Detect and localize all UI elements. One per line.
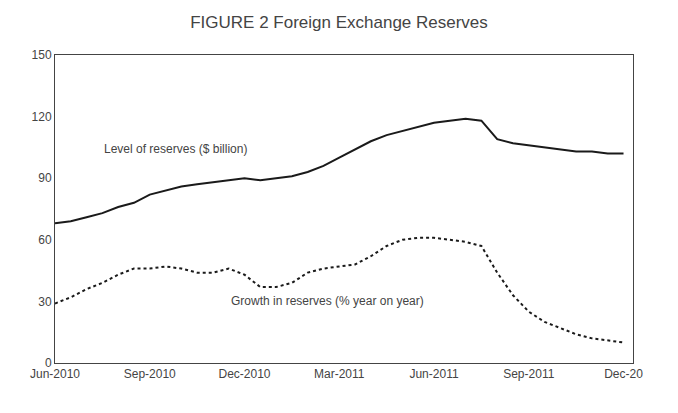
svg-text:Level of reserves ($ billion): Level of reserves ($ billion) xyxy=(104,142,247,156)
svg-text:Jun-2010: Jun-2010 xyxy=(30,367,80,381)
svg-text:Jun-2011: Jun-2011 xyxy=(409,367,458,381)
svg-text:150: 150 xyxy=(32,48,52,62)
svg-text:60: 60 xyxy=(38,233,52,247)
svg-text:Dec-20: Dec-20 xyxy=(604,367,643,381)
svg-text:90: 90 xyxy=(38,171,52,185)
svg-text:Mar-2011: Mar-2011 xyxy=(314,367,365,381)
svg-text:Sep-2010: Sep-2010 xyxy=(124,367,176,381)
svg-text:FIGURE 2 Foreign Exchange Rese: FIGURE 2 Foreign Exchange Reserves xyxy=(190,13,488,32)
svg-text:Sep-2011: Sep-2011 xyxy=(503,367,554,381)
svg-text:Growth in reserves (% year on: Growth in reserves (% year on year) xyxy=(231,294,424,308)
svg-text:120: 120 xyxy=(32,110,52,124)
svg-text:0: 0 xyxy=(45,356,52,370)
svg-text:30: 30 xyxy=(38,295,52,309)
svg-text:Dec-2010: Dec-2010 xyxy=(218,367,270,381)
